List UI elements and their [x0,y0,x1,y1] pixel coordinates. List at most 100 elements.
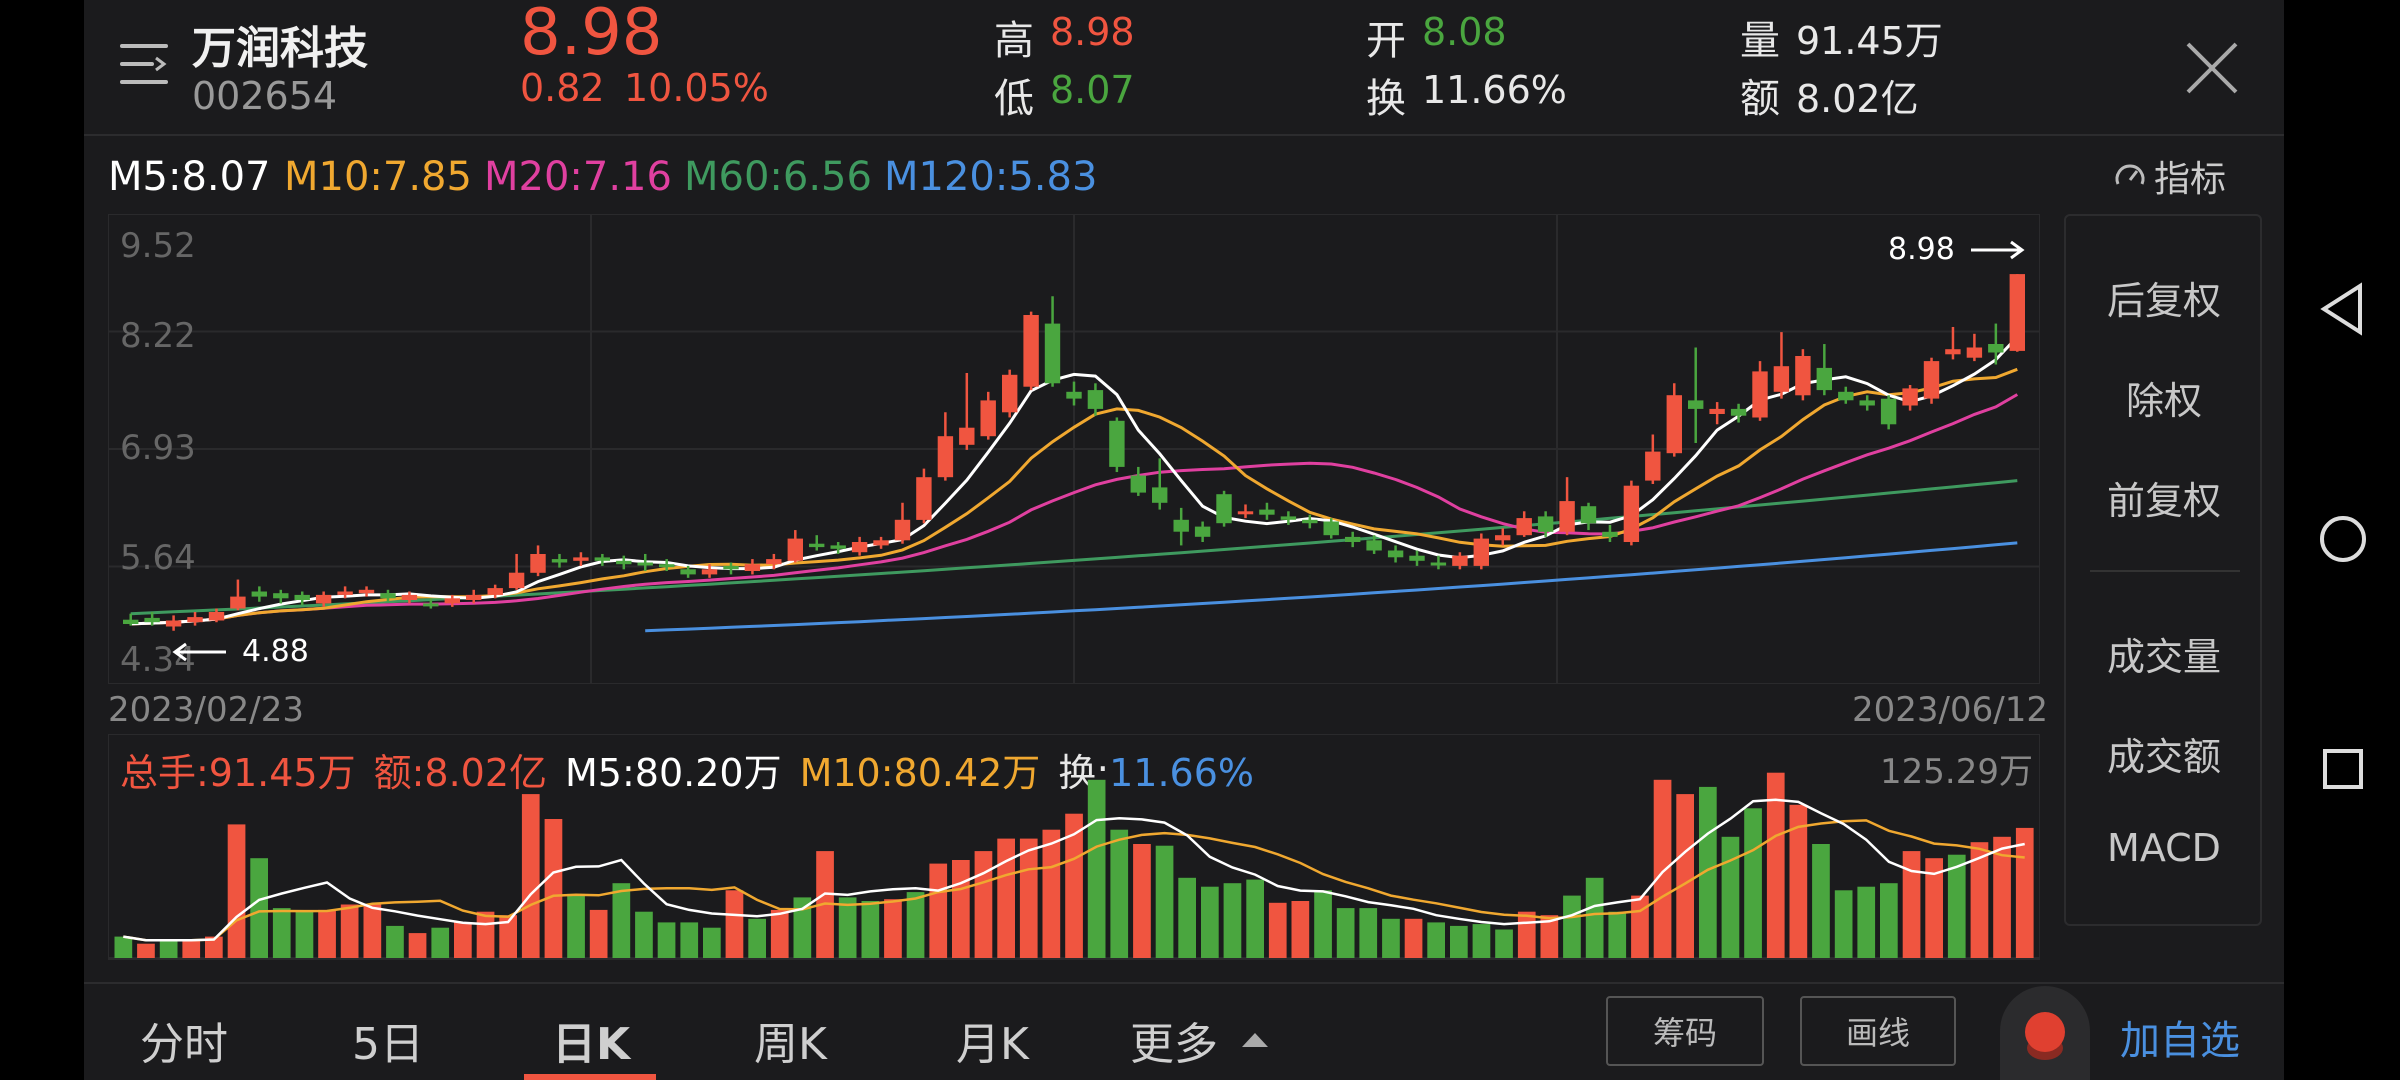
volume-bar [1812,844,1830,958]
volume-bar [1495,929,1513,958]
candle [315,591,332,607]
y-tick-0: 9.52 [120,226,196,266]
volume-bar [589,909,608,958]
candle [1795,349,1811,401]
volume-bar [1676,794,1694,958]
candle [1066,381,1082,406]
chips-button[interactable]: 筹码 [1606,996,1764,1066]
candle [1580,502,1597,531]
candle [1237,504,1254,519]
volume-bar [1019,838,1038,958]
tab-monthly-k[interactable]: 月K [956,1019,1029,1070]
volume-bar [884,899,902,958]
candle [980,391,996,440]
volume-chart[interactable] [108,734,2040,960]
volume-turnover: 换:11.66% [1058,742,1254,797]
close-icon[interactable] [2184,40,2240,96]
volume-bar [1404,918,1423,958]
tab-daily-k[interactable]: 日K [552,1019,631,1070]
volume-bar [974,851,993,958]
volume-bar [1834,890,1853,958]
y-tick-3: 5.64 [120,538,196,578]
candle [766,553,782,570]
open-value: 8.08 [1422,10,1507,54]
candle [1323,518,1339,539]
volume-value: 91.45万 [1796,19,1943,63]
candle [2009,274,2025,352]
candle [894,502,911,544]
volume-m10: M10:80.42万 [799,751,1041,795]
candle [1537,511,1554,537]
candle [809,535,825,551]
ma5-legend: M5:8.07 [108,154,271,200]
volume-max-label: 125.29万 [1880,752,2033,792]
side-item-ex-rights[interactable]: 除权 [2125,379,2202,423]
amount-value: 8.02亿 [1796,77,1919,121]
floating-assistant-icon[interactable] [2000,986,2090,1080]
add-watchlist-button[interactable]: 加自选 [2120,1018,2240,1064]
side-item-forward-adjust[interactable]: 前复权 [2106,479,2221,523]
min-price-marker: 4.88 [172,634,309,669]
volume-bar [1336,908,1355,958]
candle [830,542,846,554]
side-item-macd[interactable]: MACD [2107,826,2221,870]
candle [1752,361,1768,421]
candle [123,613,139,626]
candle [1945,326,1961,360]
candle [916,468,932,524]
candle [1859,395,1875,411]
home-nav-icon[interactable] [2318,514,2368,564]
volume-bar [1721,836,1740,958]
caret-up-icon [1242,1033,1268,1047]
candle [1602,524,1618,543]
candle [680,565,696,578]
candle [251,586,267,602]
ma10-legend: M10:7.85 [284,154,472,200]
menu-icon[interactable] [118,40,170,88]
turnover-value: 11.66% [1422,68,1567,112]
bottom-bar-divider [84,982,2284,984]
candle [423,598,439,609]
candle [1495,528,1511,546]
volume-bar [1246,879,1264,958]
volume-bar [635,911,653,958]
volume-bar [1133,844,1151,958]
side-item-volume[interactable]: 成交量 [2106,635,2221,679]
candle [401,591,418,604]
volume-bar [1087,779,1106,958]
candle [530,545,546,577]
candle [380,589,396,602]
price-change: 0.82 [520,66,605,110]
candle [187,611,203,626]
indicator-button[interactable]: 指标 [2112,150,2226,202]
ma60-legend: M60:6.56 [684,154,872,200]
volume-bar [861,901,880,958]
candle [1023,311,1039,391]
volume-bar [431,927,450,958]
tab-5day[interactable]: 5日 [352,1019,424,1070]
ma120-line [645,541,2018,633]
back-nav-icon[interactable] [2320,282,2364,336]
volume-bar [1314,890,1332,958]
volume-bar [1789,804,1808,958]
candle [573,552,589,566]
volume-bar [1880,883,1898,958]
low-value: 8.07 [1050,68,1135,112]
side-item-backward-adjust[interactable]: 后复权 [2106,279,2221,323]
volume-bar [521,794,540,958]
tab-more[interactable]: 更多 [1130,1008,1270,1072]
end-date: 2023/06/12 [1852,690,2048,730]
candle [1130,466,1146,496]
candle [1838,386,1854,404]
ma5-line [130,335,2019,626]
volume-bar [499,915,517,958]
volume-bar [408,933,427,958]
kline-chart[interactable] [108,214,2040,684]
recents-nav-icon[interactable] [2322,748,2364,790]
draw-line-button[interactable]: 画线 [1800,996,1956,1066]
tab-weekly-k[interactable]: 周K [754,1019,827,1070]
tab-intraday[interactable]: 分时 [140,1019,228,1070]
turnover-label: 换 [1366,76,1406,122]
side-item-amount[interactable]: 成交额 [2106,735,2221,779]
volume-bar [1359,908,1378,958]
